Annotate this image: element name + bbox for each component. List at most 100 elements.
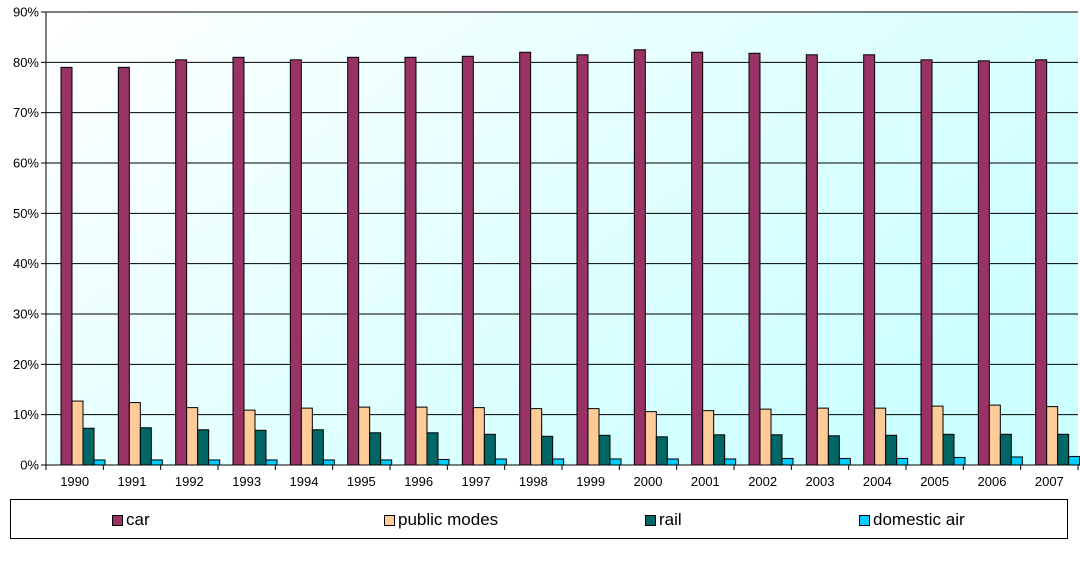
x-tick-label: 2005 bbox=[920, 474, 949, 489]
bar-rail-1999 bbox=[598, 434, 611, 466]
x-tick-label: 1991 bbox=[118, 474, 147, 489]
x-tick-label: 1997 bbox=[462, 474, 491, 489]
bar-car-1993 bbox=[232, 56, 245, 466]
plot-area bbox=[46, 12, 1078, 465]
bar-car-2005 bbox=[920, 59, 933, 466]
legend: car public modes rail domestic air bbox=[10, 499, 1068, 539]
bar-rail-1997 bbox=[483, 433, 496, 466]
bar-domestic-air-1996 bbox=[437, 458, 450, 466]
bar-rail-1998 bbox=[541, 435, 554, 466]
bar-rail-2006 bbox=[999, 433, 1012, 466]
x-tick-label: 1996 bbox=[404, 474, 433, 489]
bar-public-modes-1998 bbox=[530, 408, 543, 466]
x-tick-label: 1993 bbox=[232, 474, 261, 489]
y-tick-label: 70% bbox=[13, 105, 39, 120]
bar-car-2003 bbox=[805, 54, 818, 466]
legend-item-rail: rail bbox=[645, 510, 682, 529]
bar-rail-1990 bbox=[82, 427, 95, 466]
bar-public-modes-1997 bbox=[472, 407, 485, 466]
y-axis-ticks: 0% 10% 20% 30% 40% 50% 60% 70% 80% 90% bbox=[13, 5, 46, 473]
bar-rail-1991 bbox=[139, 427, 152, 466]
bar-rail-1992 bbox=[197, 429, 210, 466]
legend-label-car: car bbox=[126, 510, 150, 529]
legend-swatch-public-modes bbox=[384, 514, 395, 526]
y-tick-label: 20% bbox=[13, 357, 39, 372]
bar-domestic-air-1999 bbox=[609, 458, 622, 466]
bar-public-modes-1990 bbox=[71, 400, 84, 466]
bar-public-modes-1992 bbox=[186, 407, 199, 466]
y-tick-label: 0% bbox=[20, 458, 39, 473]
bar-domestic-air-1991 bbox=[150, 459, 163, 466]
legend-label-domestic-air: domestic air bbox=[873, 510, 965, 529]
bar-domestic-air-2004 bbox=[896, 457, 909, 466]
bar-domestic-air-2000 bbox=[666, 458, 679, 466]
legend-item-domestic-air: domestic air bbox=[859, 510, 965, 529]
legend-label-rail: rail bbox=[659, 510, 682, 529]
x-tick-label: 2000 bbox=[634, 474, 663, 489]
y-tick-label: 10% bbox=[13, 407, 39, 422]
bar-public-modes-2001 bbox=[702, 410, 715, 466]
legend-swatch-domestic-air bbox=[859, 514, 870, 526]
bar-car-1997 bbox=[461, 55, 474, 466]
x-tick-label: 2002 bbox=[748, 474, 777, 489]
x-tick-label: 2001 bbox=[691, 474, 720, 489]
legend-item-car: car bbox=[112, 510, 150, 529]
bar-domestic-air-2005 bbox=[953, 456, 966, 466]
x-tick-label: 2004 bbox=[863, 474, 892, 489]
bar-car-1996 bbox=[404, 56, 417, 466]
bar-domestic-air-1990 bbox=[93, 459, 106, 466]
bar-public-modes-1996 bbox=[415, 406, 428, 466]
x-axis-ticks: 1990 1991 1992 1993 1994 1995 1996 1997 1998 1999… bbox=[45, 465, 1079, 489]
bar-rail-2005 bbox=[942, 433, 955, 466]
bar-public-modes-1993 bbox=[243, 409, 256, 466]
bar-domestic-air-1993 bbox=[265, 459, 278, 466]
x-tick-label: 1995 bbox=[347, 474, 376, 489]
bar-public-modes-1995 bbox=[358, 406, 371, 466]
x-tick-label: 1994 bbox=[290, 474, 319, 489]
bar-public-modes-2003 bbox=[816, 407, 829, 466]
bar-car-1995 bbox=[347, 56, 360, 466]
y-tick-label: 30% bbox=[13, 307, 39, 322]
x-tick-label: 2007 bbox=[1035, 474, 1064, 489]
bar-public-modes-1991 bbox=[128, 402, 141, 466]
bar-domestic-air-1995 bbox=[380, 459, 393, 466]
y-tick-label: 40% bbox=[13, 256, 39, 271]
x-tick-label: 1999 bbox=[576, 474, 605, 489]
bar-car-2002 bbox=[748, 52, 761, 466]
bar-car-1992 bbox=[175, 59, 188, 466]
bar-public-modes-2002 bbox=[759, 408, 772, 466]
bar-car-2004 bbox=[863, 54, 876, 466]
bar-rail-1993 bbox=[254, 429, 267, 466]
y-tick-label: 80% bbox=[13, 55, 39, 70]
bar-car-1990 bbox=[60, 66, 73, 466]
bar-car-1998 bbox=[519, 51, 532, 466]
legend-swatch-car bbox=[112, 514, 123, 526]
bar-rail-1994 bbox=[311, 429, 324, 466]
legend-swatch-rail bbox=[645, 514, 656, 526]
bar-public-modes-2005 bbox=[931, 405, 944, 466]
x-tick-label: 1998 bbox=[519, 474, 548, 489]
bar-public-modes-1999 bbox=[587, 408, 600, 466]
bar-rail-1995 bbox=[369, 432, 382, 466]
legend-item-public-modes: public modes bbox=[384, 510, 498, 529]
bar-domestic-air-2006 bbox=[1010, 456, 1023, 466]
bar-rail-2002 bbox=[770, 434, 783, 466]
bar-car-1999 bbox=[576, 54, 589, 466]
bar-domestic-air-2001 bbox=[724, 458, 737, 466]
bar-rail-1996 bbox=[426, 432, 439, 466]
bar-public-modes-2007 bbox=[1046, 406, 1059, 466]
bar-car-2000 bbox=[633, 49, 646, 466]
bar-domestic-air-1994 bbox=[322, 459, 335, 466]
x-tick-label: 1990 bbox=[60, 474, 89, 489]
bar-rail-2003 bbox=[827, 435, 840, 466]
bar-domestic-air-1997 bbox=[494, 458, 507, 466]
bar-car-1991 bbox=[117, 66, 130, 466]
bar-rail-2001 bbox=[713, 434, 726, 466]
bar-car-1994 bbox=[289, 59, 302, 466]
bar-domestic-air-1992 bbox=[208, 459, 221, 466]
bar-rail-2007 bbox=[1057, 433, 1070, 466]
bar-car-2007 bbox=[1035, 59, 1048, 466]
x-tick-label: 2003 bbox=[806, 474, 835, 489]
bar-public-modes-2004 bbox=[874, 407, 887, 466]
